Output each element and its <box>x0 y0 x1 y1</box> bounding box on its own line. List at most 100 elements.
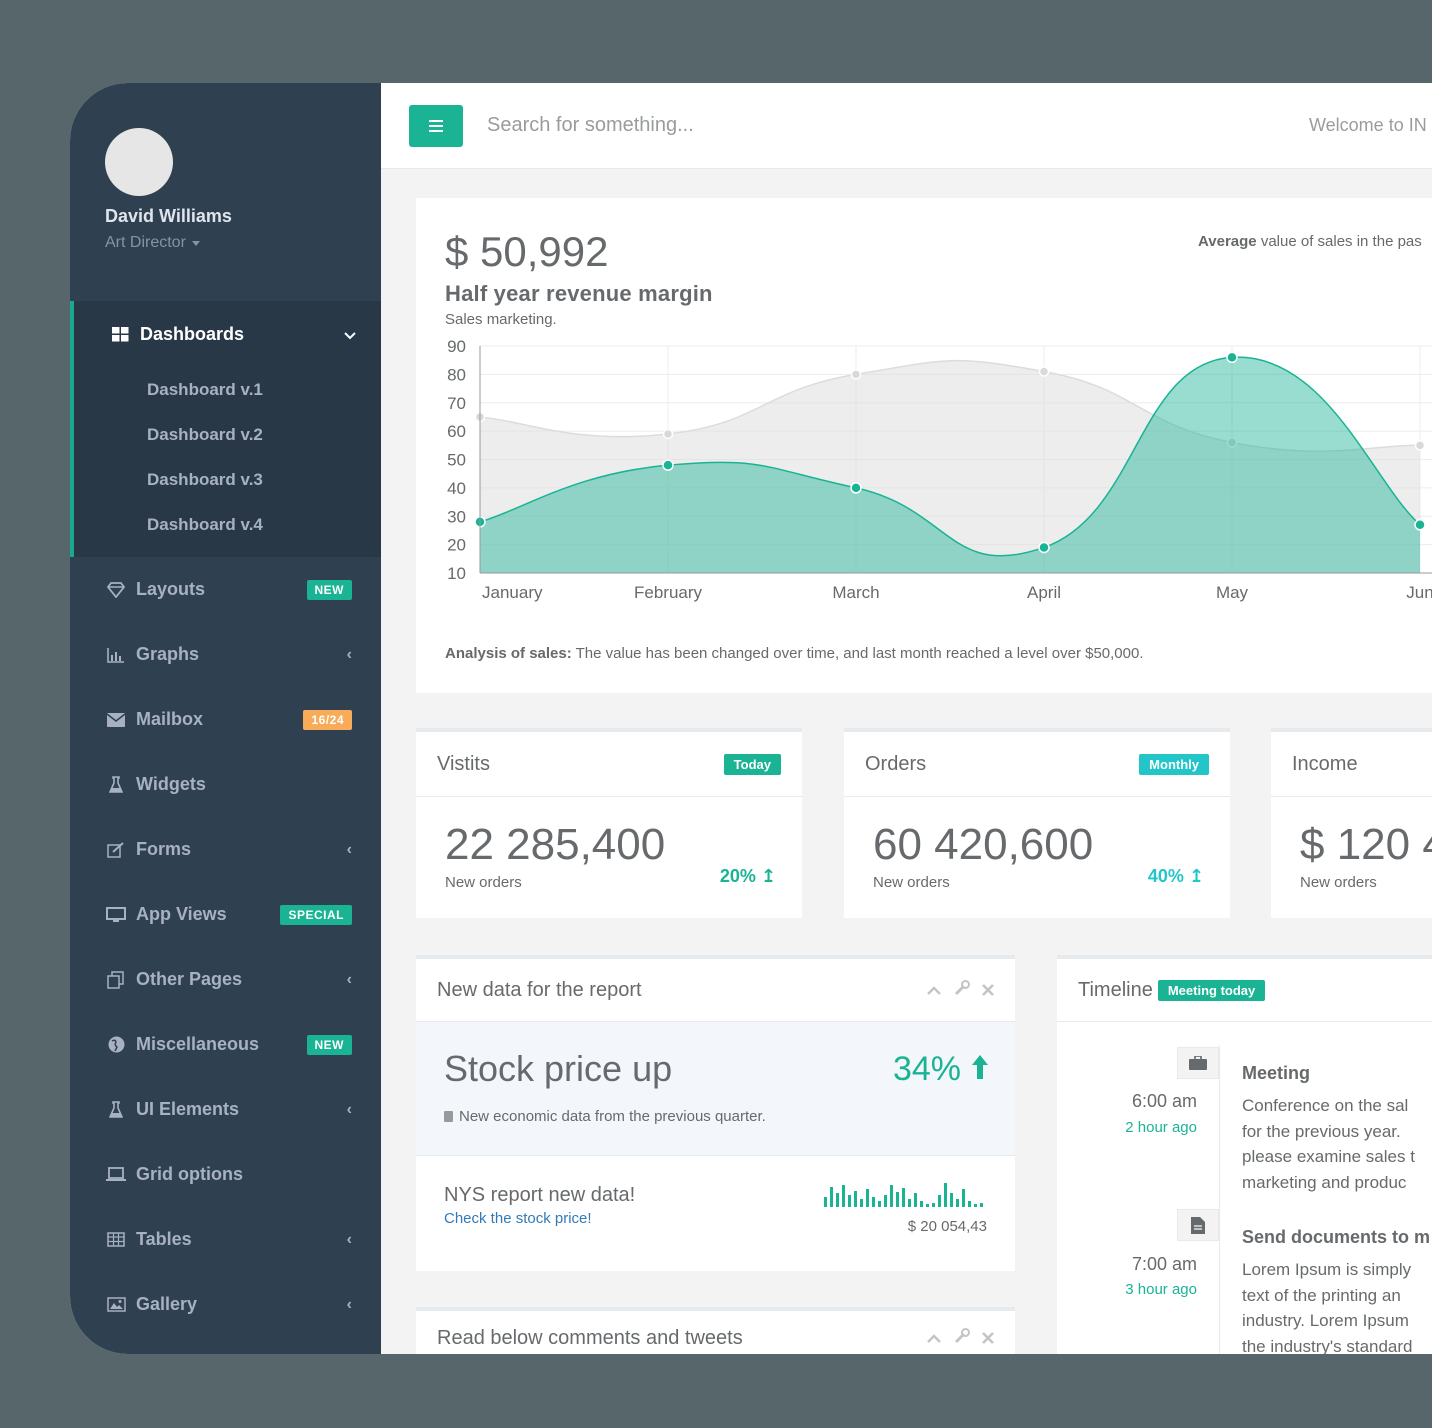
sidebar-item-ui-elements[interactable]: UI Elements ‹ <box>70 1077 381 1142</box>
data-point[interactable] <box>1414 440 1426 451</box>
average-label: Average <box>1198 233 1257 250</box>
sidebar: David Williams Art Director Dashboards D… <box>70 83 381 1354</box>
sparkline-bar <box>860 1199 863 1207</box>
laptop-icon <box>106 1165 126 1185</box>
sidebar-item-widgets[interactable]: Widgets <box>70 752 381 817</box>
hamburger-icon-bar <box>429 124 443 127</box>
sidebar-item-label: Grid options <box>136 1164 243 1184</box>
sidebar-item-graphs[interactable]: Graphs ‹ <box>70 622 381 687</box>
sidebar-item-label: Dashboards <box>140 323 245 344</box>
sparkline-bar <box>950 1193 953 1207</box>
new-badge: NEW <box>306 1034 352 1055</box>
sidebar-item-label: Gallery <box>136 1294 198 1314</box>
data-point[interactable] <box>1414 519 1426 531</box>
sparkline-bar <box>896 1192 899 1207</box>
timeline-line <box>1219 1045 1220 1354</box>
sparkline-bar <box>944 1183 947 1207</box>
sparkline-bar <box>974 1204 977 1207</box>
sidebar-item-miscellaneous[interactable]: Miscellaneous NEW <box>70 1012 381 1077</box>
data-point[interactable] <box>662 428 674 440</box>
series-line <box>479 359 1421 453</box>
sidebar-item-label: Tables <box>136 1229 192 1249</box>
level-up-icon: ↥ <box>1188 866 1204 886</box>
level-up-icon <box>971 1050 989 1089</box>
avatar[interactable] <box>105 128 173 196</box>
sparkline-bar <box>866 1189 869 1207</box>
collapse-icon[interactable] <box>926 980 942 1001</box>
sidebar-subitem-dashboard-v2[interactable]: Dashboard v.2 <box>147 424 263 444</box>
sidebar-item-tables[interactable]: Tables ‹ <box>70 1207 381 1272</box>
hamburger-icon-bar <box>429 129 443 132</box>
monthly-badge: Monthly <box>1139 753 1209 775</box>
files-icon <box>106 970 126 990</box>
sidebar-subitem-dashboard-v1[interactable]: Dashboard v.1 <box>147 379 263 399</box>
profile-role-dropdown[interactable]: Art Director <box>105 234 381 252</box>
chevron-left-icon: ‹ <box>346 1295 352 1313</box>
revenue-title: Half year revenue margin <box>445 281 713 306</box>
sidebar-item-forms[interactable]: Forms ‹ <box>70 817 381 882</box>
stat-card-income: Income $ 120 4 New orders <box>1271 728 1432 918</box>
sidebar-item-other-pages[interactable]: Other Pages ‹ <box>70 947 381 1012</box>
sparkline-bar <box>830 1187 833 1207</box>
y-tick-label: 20 <box>447 536 466 555</box>
timeline-text-line: marketing and produc <box>1242 1172 1407 1192</box>
close-icon[interactable] <box>982 980 994 1001</box>
data-point[interactable] <box>662 459 674 471</box>
sparkline-bar <box>836 1193 839 1207</box>
today-badge: Today <box>723 753 781 775</box>
wrench-icon[interactable] <box>954 1328 970 1349</box>
timeline-text-line: industry. Lorem Ipsum <box>1242 1311 1409 1330</box>
briefcase-icon <box>1177 1047 1219 1079</box>
sparkline-bar <box>980 1203 983 1207</box>
y-tick-label: 30 <box>447 507 466 526</box>
data-point[interactable] <box>1038 541 1050 554</box>
sparkline-bar <box>890 1185 893 1207</box>
data-point[interactable] <box>850 482 862 494</box>
data-point[interactable] <box>850 369 862 380</box>
data-point[interactable] <box>1038 366 1050 377</box>
chevron-down-icon <box>344 324 356 345</box>
sparkline-bar <box>824 1197 827 1207</box>
menu-toggle-button[interactable] <box>409 104 463 147</box>
check-stock-link[interactable]: Check the stock price! <box>444 1210 592 1227</box>
timeline-ago: 2 hour ago <box>1125 1119 1197 1136</box>
data-point[interactable] <box>1226 351 1238 364</box>
sparkline-bar <box>932 1203 935 1207</box>
analysis-rest: The value has been changed over time, an… <box>571 645 1144 662</box>
sidebar-subitem-dashboard-v4[interactable]: Dashboard v.4 <box>147 514 263 534</box>
timeline-text-line: Conference on the sal <box>1242 1096 1409 1115</box>
sidebar-subitem-dashboard-v3[interactable]: Dashboard v.3 <box>147 469 263 489</box>
timeline-text-line: for the previous year. <box>1242 1121 1401 1141</box>
data-point[interactable] <box>1226 437 1238 448</box>
sidebar-item-grid-options[interactable]: Grid options <box>70 1142 381 1207</box>
sidebar-item-app-views[interactable]: App Views SPECIAL <box>70 882 381 947</box>
stock-percent-value: 34% <box>892 1050 961 1088</box>
diamond-icon <box>106 580 126 600</box>
globe-icon <box>106 1035 126 1055</box>
y-tick-label: 40 <box>447 479 466 498</box>
sparkline-bar <box>908 1199 911 1207</box>
sparkline-bar <box>884 1195 887 1207</box>
analysis-label: Analysis of sales: <box>445 645 572 662</box>
y-tick-label: 70 <box>447 394 466 413</box>
stat-value: 60 420,600 <box>873 820 1094 869</box>
collapse-icon[interactable] <box>926 1328 942 1349</box>
search-input[interactable] <box>487 114 987 137</box>
sidebar-item-dashboards[interactable]: Dashboards <box>74 301 381 367</box>
timeline-text-line: Lorem Ipsum is simply <box>1242 1260 1412 1279</box>
nys-title: NYS report new data! <box>444 1184 636 1206</box>
chevron-left-icon: ‹ <box>346 840 352 858</box>
profile-name[interactable]: David Williams <box>105 206 232 226</box>
close-icon[interactable] <box>982 1328 994 1349</box>
bar-chart-icon <box>106 645 126 665</box>
stat-card-visits: Vistits Today 22 285,400 New orders 20% ↥ <box>416 728 802 918</box>
stock-highlight: Stock price up 34% New economic data fro… <box>416 1022 1015 1156</box>
sidebar-item-gallery[interactable]: Gallery ‹ <box>70 1272 381 1337</box>
sparkline-bar <box>914 1193 917 1207</box>
wrench-icon[interactable] <box>954 979 970 1001</box>
stat-card-orders: Orders Monthly 60 420,600 New orders 40% … <box>844 728 1230 918</box>
sidebar-item-mailbox[interactable]: Mailbox 16/24 <box>70 687 381 752</box>
sidebar-item-layouts[interactable]: Layouts NEW <box>70 557 381 622</box>
app-window: David Williams Art Director Dashboards D… <box>70 83 1432 1354</box>
table-icon <box>106 1230 126 1250</box>
